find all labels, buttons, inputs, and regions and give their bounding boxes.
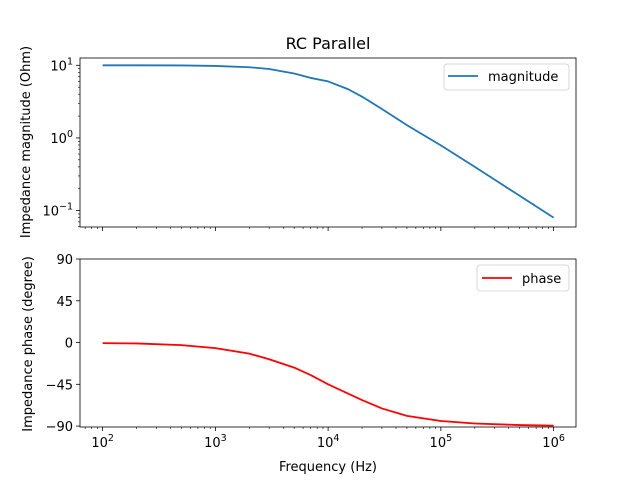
phase-lines	[102, 342, 554, 427]
legend-label-phase: phase	[522, 272, 561, 287]
legend-box	[443, 63, 570, 91]
y-tick-label: 45	[56, 295, 73, 310]
y-tick-label: −90	[46, 420, 73, 435]
magnitude-legend: magnitude	[443, 63, 570, 91]
legend-label-magnitude: magnitude	[488, 70, 558, 85]
series-line-magnitude	[102, 64, 555, 219]
y-tick-label: −45	[46, 378, 73, 393]
x-tick-label: 105	[430, 433, 453, 451]
x-tick-label: 102	[91, 433, 114, 451]
magnitude-panel: RC Parallel Impedance magnitude (Ohm) 10…	[19, 34, 577, 238]
x-tick-label: 103	[204, 433, 227, 451]
phase-panel: Impedance phase (degree) Frequency (Hz) …	[21, 253, 577, 475]
y-tick-label: 0	[65, 337, 73, 352]
y-tick-label: 100	[50, 129, 73, 147]
y-tick-label: 101	[50, 56, 73, 74]
legend-box	[476, 264, 570, 292]
x-axis-label: Frequency (Hz)	[279, 460, 377, 475]
magnitude-lines	[102, 64, 555, 219]
magnitude-x-ticks	[84, 227, 555, 231]
phase-y-ticks: 90 45 0 −45 −90	[46, 253, 80, 435]
phase-x-ticks: 102 103 104 105 106	[84, 427, 565, 451]
series-line-phase	[102, 342, 554, 427]
y-tick-label: 90	[56, 253, 73, 268]
y-tick-label: 10−1	[42, 202, 73, 220]
phase-y-axis-label: Impedance phase (degree)	[21, 256, 36, 432]
magnitude-y-axis-label: Impedance magnitude (Ohm)	[19, 46, 34, 238]
phase-legend: phase	[476, 264, 570, 292]
x-tick-label: 104	[317, 433, 340, 451]
magnitude-y-ticks: 101 100 10−1	[42, 56, 80, 228]
x-tick-label: 106	[542, 433, 565, 451]
chart-title: RC Parallel	[286, 34, 371, 53]
